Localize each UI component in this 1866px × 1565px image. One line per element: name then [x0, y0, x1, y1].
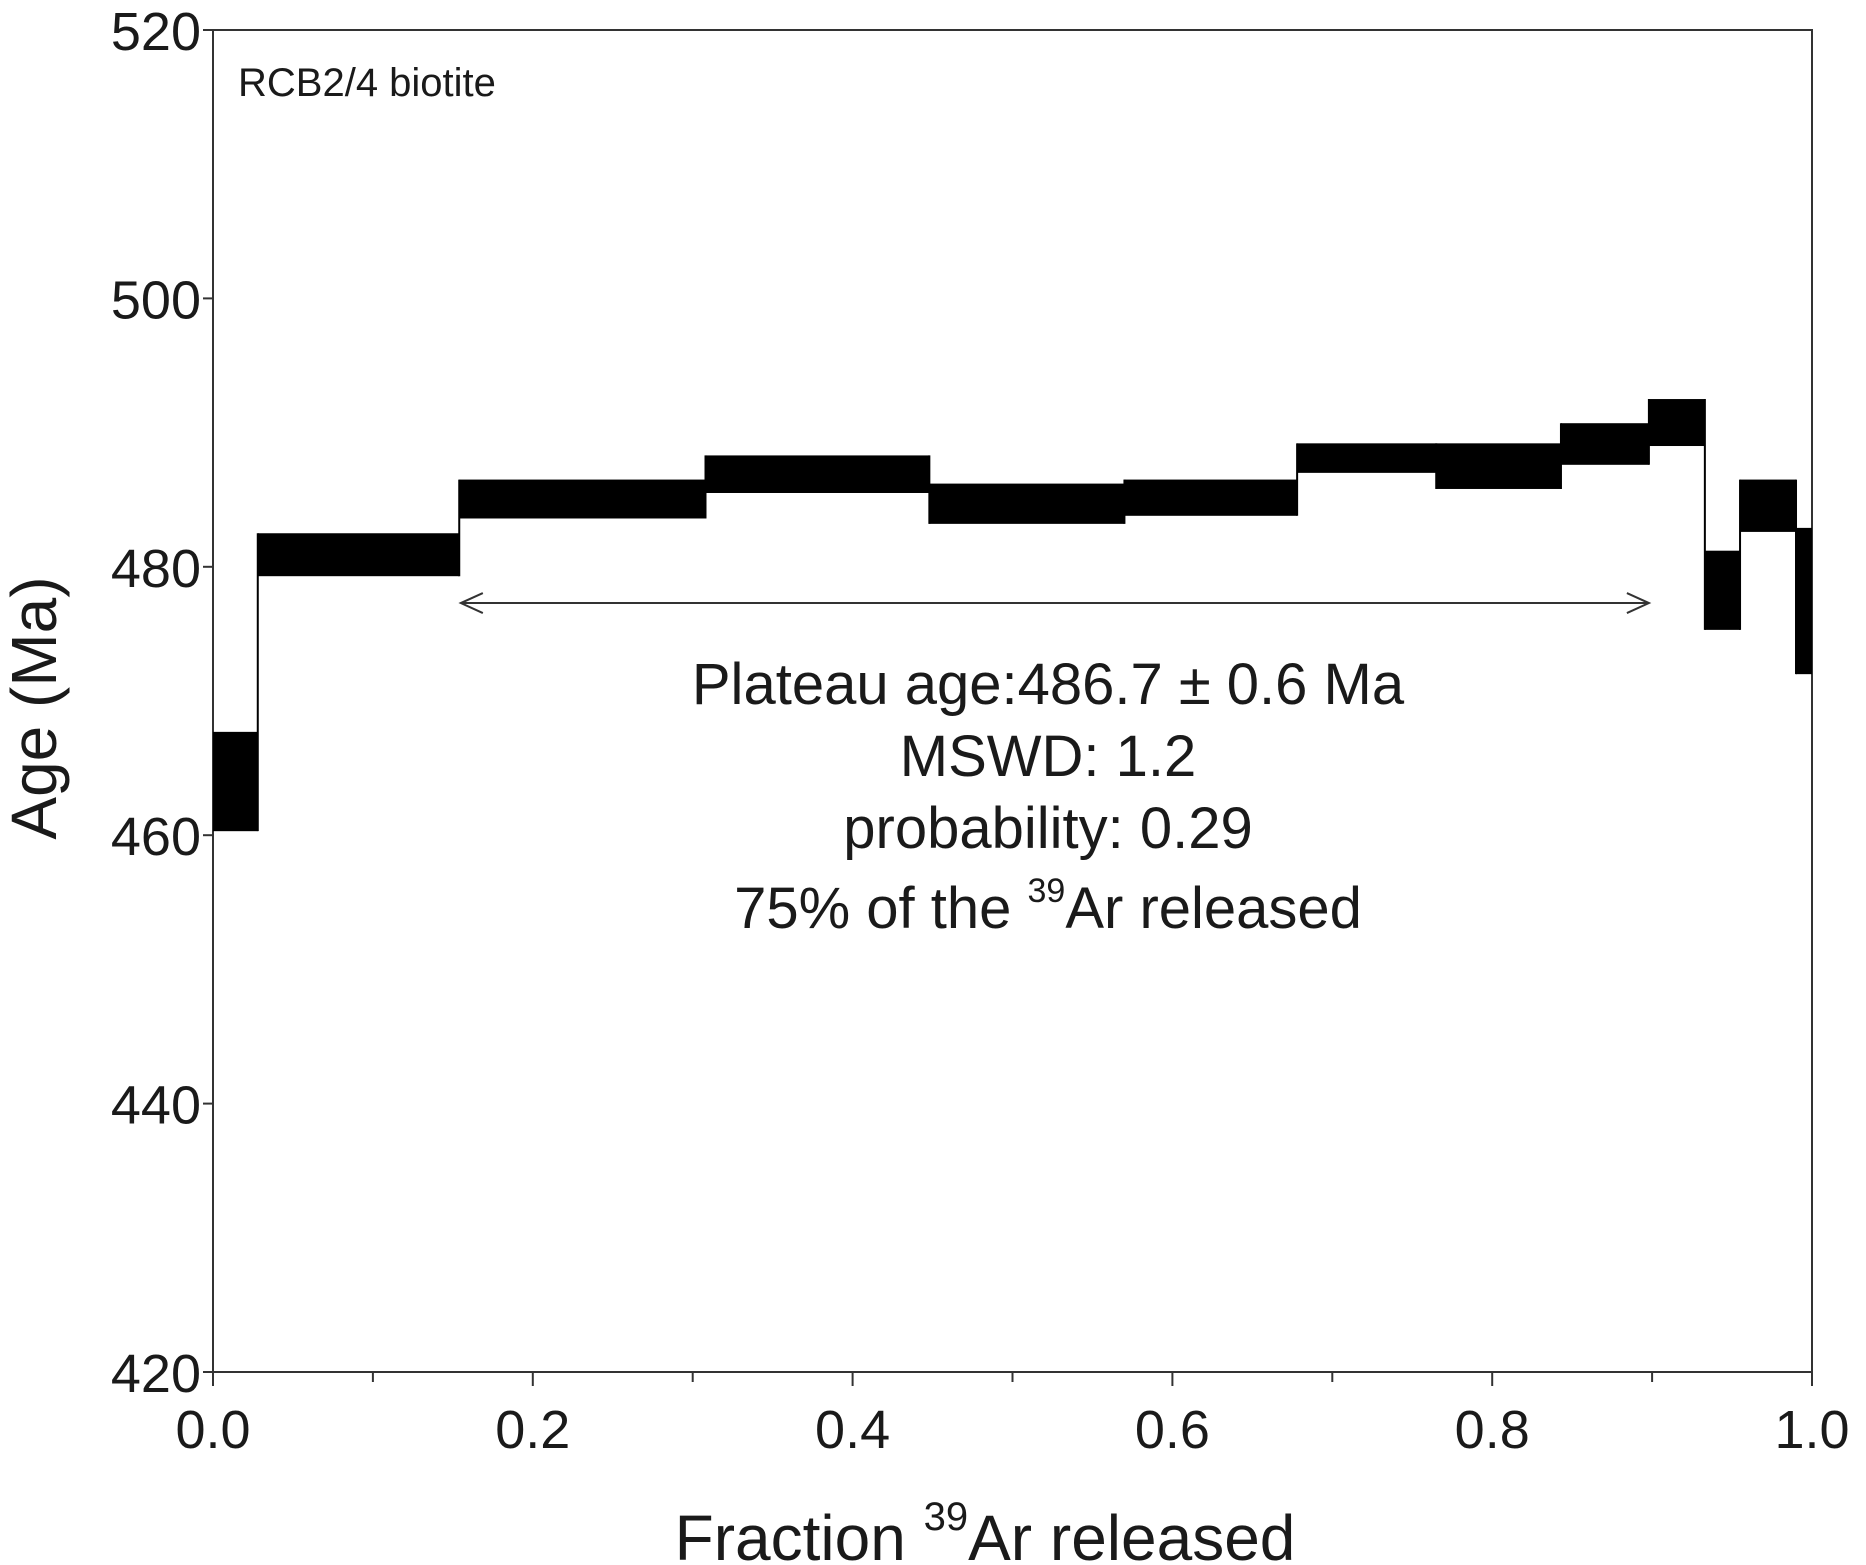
x-axis-title-main: Fraction: [675, 1502, 924, 1565]
age-step-3: [459, 479, 706, 519]
y-tick-label: 480: [111, 539, 201, 599]
age-step-4: [705, 455, 930, 493]
age-step-13: [1796, 527, 1812, 675]
age-step-2: [257, 533, 460, 577]
x-tick-label: 0.6: [1135, 1400, 1210, 1460]
release-fraction-pre: 75% of the: [734, 876, 1027, 941]
release-fraction-post: Ar released: [1065, 876, 1362, 941]
axis-ticks: 0.0 0.2 0.4 0.6 0.8 1.0 420 440 460 480 500 520: [111, 2, 1850, 1460]
y-tick-label: 500: [111, 270, 201, 330]
x-axis-title-sup: 39: [924, 1495, 969, 1539]
y-tick-label: 420: [111, 1344, 201, 1404]
x-tick-label: 0.4: [815, 1400, 890, 1460]
y-tick-label: 520: [111, 2, 201, 62]
plateau-arrow: [458, 592, 1652, 614]
age-step-1: [213, 731, 258, 832]
y-axis-title: Age (Ma): [0, 576, 70, 839]
x-tick-label: 0.8: [1455, 1400, 1530, 1460]
probability-text: probability: 0.29: [843, 796, 1252, 861]
age-step-12: [1740, 479, 1797, 532]
age-step-5: [929, 483, 1125, 524]
age-step-11: [1704, 550, 1741, 630]
x-axis-title-rest: Ar released: [968, 1502, 1295, 1565]
x-tick-label: 0.0: [175, 1400, 250, 1460]
x-axis-title: Fraction 39Ar released: [675, 1495, 1296, 1565]
age-step-9: [1560, 423, 1649, 465]
age-steps: [213, 399, 1812, 832]
y-tick-label: 440: [111, 1076, 201, 1136]
release-fraction-sup: 39: [1028, 872, 1066, 910]
age-step-8: [1436, 443, 1561, 489]
y-tick-label: 460: [111, 807, 201, 867]
sample-label: RCB2/4 biotite: [238, 61, 496, 105]
plateau-age-text: Plateau age:486.7 ± 0.6 Ma: [692, 652, 1405, 717]
age-step-10: [1648, 399, 1705, 447]
release-fraction-text: 75% of the 39Ar released: [734, 872, 1362, 941]
age-step-6: [1124, 479, 1298, 516]
mswd-text: MSWD: 1.2: [900, 724, 1197, 789]
x-tick-label: 0.2: [495, 1400, 570, 1460]
age-step-7: [1297, 443, 1437, 473]
x-tick-label: 1.0: [1774, 1400, 1849, 1460]
